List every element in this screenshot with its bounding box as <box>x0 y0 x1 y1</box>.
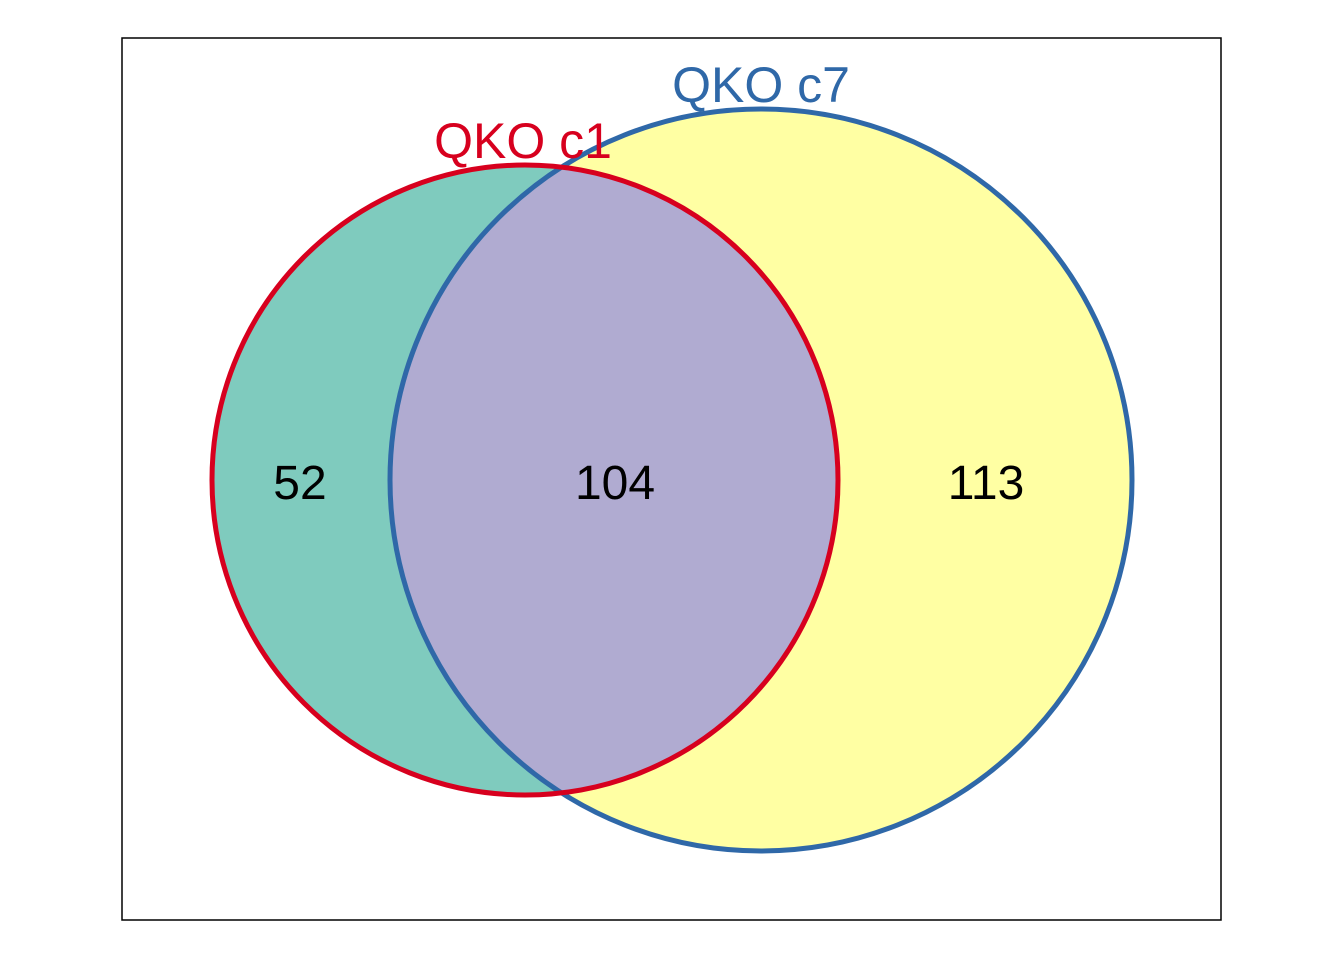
set-c1-label: QKO c1 <box>434 113 612 169</box>
set-c7-label: QKO c7 <box>672 57 850 113</box>
count-only-c7: 113 <box>948 457 1025 510</box>
count-overlap: 104 <box>575 457 655 510</box>
set-c1-outline <box>209 162 841 798</box>
overlap-area <box>390 165 838 795</box>
set-c7-outline <box>387 106 1135 854</box>
count-only-c1: 52 <box>273 457 326 510</box>
